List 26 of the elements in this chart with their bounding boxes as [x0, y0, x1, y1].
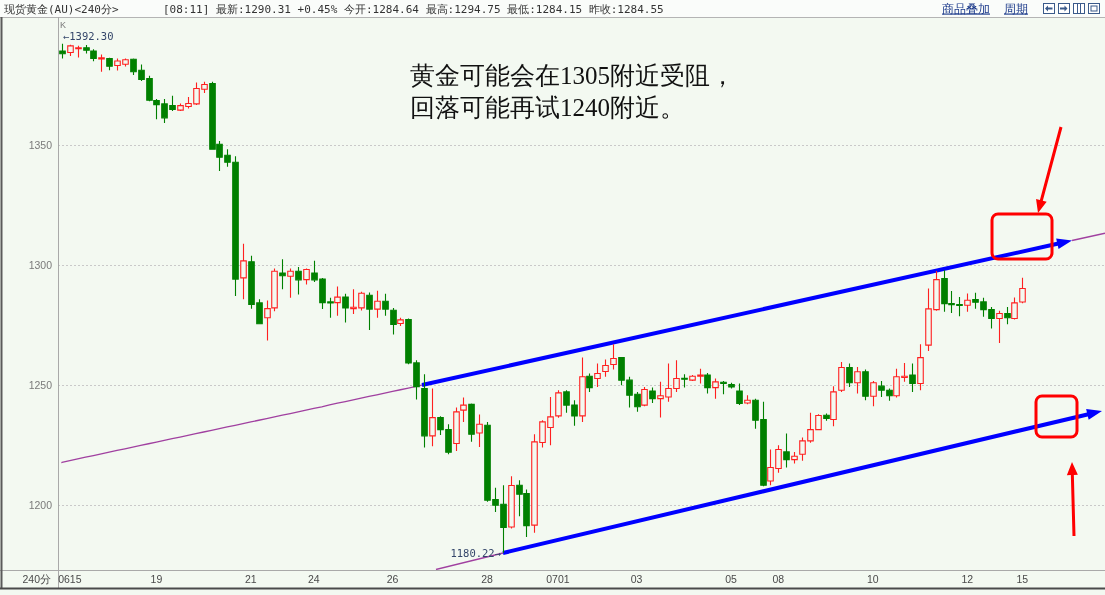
x-tick-label: 21 [245, 573, 257, 585]
x-tick-label: 19 [150, 573, 163, 585]
x-tick-label: 28 [481, 573, 493, 585]
annotation: 商品叠加 [942, 2, 990, 15]
x-tick-label: 05 [725, 573, 737, 585]
y-tick-label: 1350 [28, 139, 52, 152]
x-tick-label: 03 [630, 573, 643, 585]
x-tick-label: 26 [386, 573, 399, 585]
annotation: K [60, 19, 66, 30]
annotation: 1180.22→ [450, 547, 501, 559]
x-tick-label: 10 [866, 573, 879, 585]
x-tick-label: 08 [772, 573, 785, 585]
x-tick-label: 12 [961, 573, 974, 585]
x-tick-label: 0615 [58, 573, 82, 585]
subtitle: [08:11] 最新:1290.31 +0.45% 今开:1284.64 最高:1294.75 最低:1284.15 昨收:1284.55 [163, 2, 664, 16]
annotation: 黄金可能会在1305附近受阻，回落可能再试1240附近。 [410, 62, 735, 121]
title: 现货黄金(AU)<240分> [4, 2, 119, 16]
y-tick-label: 1300 [28, 259, 52, 272]
y-tick-label: 1200 [28, 499, 52, 512]
annotation: ←1392.30 [62, 30, 114, 43]
x-tick-label: 0701 [546, 573, 570, 585]
annotation: 240分 [22, 573, 51, 585]
y-tick-label: 1250 [28, 379, 52, 392]
annotation: 周期 [1004, 2, 1028, 15]
x-tick-label: 24 [308, 573, 320, 585]
x-tick-label: 15 [1016, 573, 1029, 585]
